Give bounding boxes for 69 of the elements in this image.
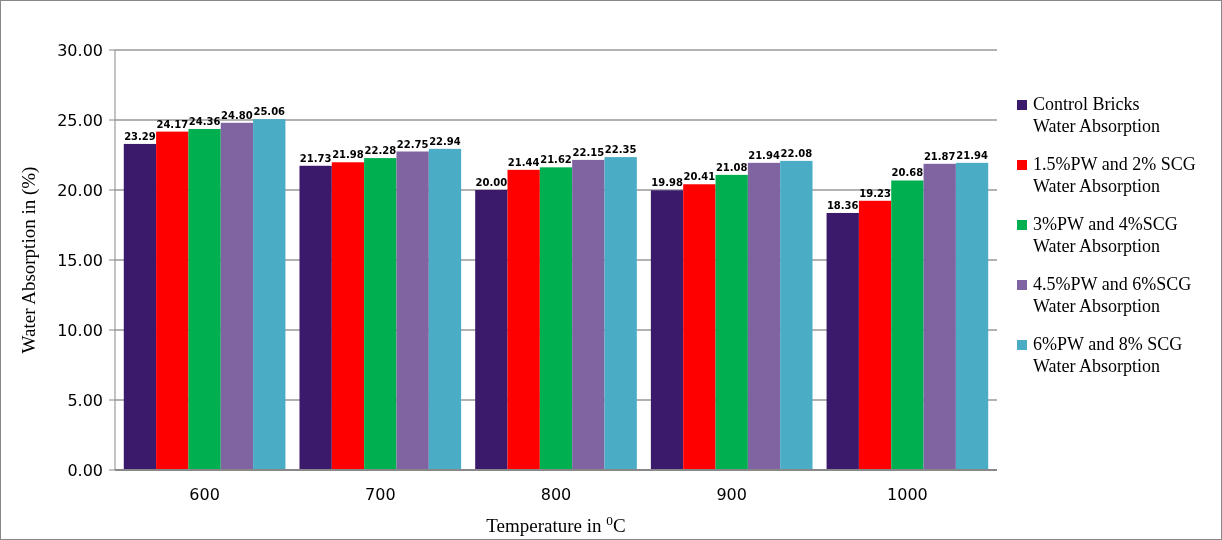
y-tick-label: 0.00 bbox=[67, 460, 103, 480]
bar bbox=[572, 159, 605, 470]
bar bbox=[396, 151, 429, 470]
bar bbox=[780, 160, 813, 470]
data-label: 21.62 bbox=[540, 154, 572, 166]
bar bbox=[891, 180, 924, 470]
data-label: 22.94 bbox=[429, 135, 461, 147]
bar bbox=[858, 200, 892, 470]
x-tick-label: 900 bbox=[716, 485, 747, 504]
data-label: 21.73 bbox=[299, 152, 332, 164]
data-label: 24.80 bbox=[221, 109, 253, 121]
legend-label: 3%PW and 4%SCG Water Absorption bbox=[1033, 214, 1178, 256]
legend-label: 4.5%PW and 6%SCG Water Absorption bbox=[1033, 274, 1192, 316]
bar bbox=[715, 174, 748, 470]
data-label: 22.15 bbox=[572, 146, 605, 158]
y-tick-label: 5.00 bbox=[67, 390, 103, 410]
data-label: 20.41 bbox=[683, 171, 716, 183]
data-label: 21.44 bbox=[507, 156, 540, 168]
data-label: 18.36 bbox=[826, 199, 859, 211]
bar bbox=[123, 143, 157, 470]
y-axis-title: Water Absorption in (%) bbox=[18, 166, 40, 354]
data-label: 22.08 bbox=[780, 147, 813, 159]
legend-label: 6%PW and 8% SCG Water Absorption bbox=[1033, 334, 1183, 376]
data-label: 24.17 bbox=[156, 118, 189, 130]
bar bbox=[923, 163, 956, 470]
data-label: 21.08 bbox=[715, 161, 748, 173]
bar bbox=[747, 162, 781, 470]
bar bbox=[539, 167, 573, 470]
data-label: 25.06 bbox=[253, 106, 286, 118]
bar bbox=[604, 157, 637, 470]
bar bbox=[253, 119, 286, 470]
bar bbox=[507, 169, 540, 470]
y-tick-label: 15.00 bbox=[57, 250, 103, 270]
bar bbox=[683, 184, 716, 470]
data-label: 20.68 bbox=[891, 167, 924, 179]
data-label: 20.00 bbox=[475, 177, 508, 188]
y-tick-label: 10.00 bbox=[57, 320, 103, 340]
x-tick-label: 600 bbox=[189, 485, 220, 504]
data-label: 22.75 bbox=[396, 138, 429, 150]
data-label: 23.29 bbox=[124, 130, 156, 142]
legend-label: 1.5%PW and 2% SCG Water Absorption bbox=[1033, 154, 1196, 196]
bar bbox=[220, 122, 254, 470]
data-label: 22.35 bbox=[604, 144, 637, 156]
data-label: 21.87 bbox=[923, 150, 956, 162]
y-tick-label: 25.00 bbox=[57, 110, 103, 130]
bar bbox=[955, 162, 989, 470]
bar bbox=[428, 148, 462, 470]
bar bbox=[364, 158, 397, 470]
bar bbox=[475, 190, 508, 470]
x-tick-label: 1000 bbox=[887, 485, 928, 504]
data-label: 21.94 bbox=[748, 149, 780, 161]
data-label: 19.98 bbox=[651, 177, 683, 189]
data-label: 19.23 bbox=[859, 187, 891, 199]
data-label: 22.28 bbox=[364, 145, 397, 157]
data-label: 24.36 bbox=[188, 115, 221, 127]
data-label: 21.94 bbox=[956, 149, 988, 161]
x-tick-label: 800 bbox=[540, 485, 572, 504]
bar bbox=[331, 162, 365, 470]
bar bbox=[299, 165, 332, 470]
x-axis-title: Temperature in $^{0}$C bbox=[486, 512, 626, 536]
bar bbox=[826, 212, 859, 470]
x-tick-label: 700 bbox=[365, 485, 396, 504]
legend-label: Control Bricks Water Absorption bbox=[1033, 94, 1161, 136]
data-label: 21.98 bbox=[332, 149, 364, 161]
bar bbox=[188, 128, 221, 470]
y-tick-label: 30.00 bbox=[57, 40, 103, 60]
bar bbox=[156, 131, 189, 470]
y-tick-label: 20.00 bbox=[57, 180, 103, 200]
bar bbox=[650, 190, 684, 470]
